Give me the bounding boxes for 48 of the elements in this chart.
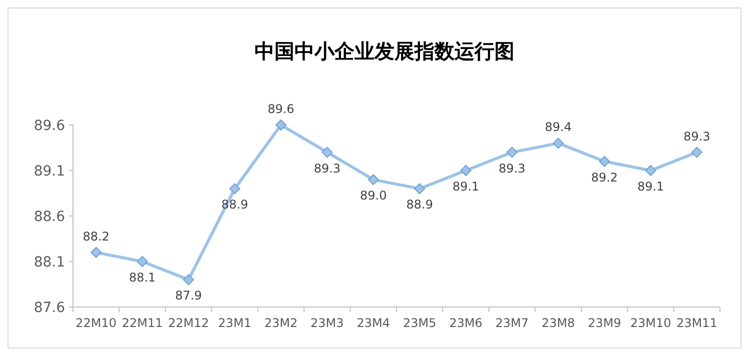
data-label: 89.1 bbox=[637, 180, 664, 194]
point bbox=[183, 274, 194, 286]
y-tick-label: 89.1 bbox=[34, 164, 65, 180]
point bbox=[691, 146, 702, 158]
data-label: 89.3 bbox=[684, 129, 710, 144]
point bbox=[506, 146, 518, 158]
point bbox=[322, 146, 333, 158]
point bbox=[645, 165, 656, 176]
chart-title: 中国中小企业发展指数运行图 bbox=[254, 39, 514, 63]
data-label: 88.1 bbox=[128, 270, 156, 284]
point bbox=[460, 165, 472, 176]
x-tick-label: 23M1 bbox=[218, 316, 252, 330]
point bbox=[90, 246, 102, 258]
data-label: 88.9 bbox=[221, 198, 248, 212]
x-tick-label: 23M2 bbox=[264, 316, 298, 330]
x-tick-label: 23M10 bbox=[630, 316, 672, 330]
data-label: 88.9 bbox=[406, 198, 433, 212]
point bbox=[368, 174, 379, 186]
data-label: 89.0 bbox=[360, 188, 387, 203]
x-tick-label: 23M9 bbox=[588, 316, 622, 330]
x-tick-label: 22M10 bbox=[76, 316, 117, 330]
data-label: 89.3 bbox=[498, 161, 526, 176]
y-tick-label: 89.6 bbox=[34, 118, 66, 134]
data-label: 88.2 bbox=[82, 229, 110, 244]
x-tick-label: 22M12 bbox=[168, 316, 209, 330]
x-tick-label: 22M11 bbox=[122, 316, 163, 330]
data-label: 89.1 bbox=[452, 180, 480, 194]
x-tick-label: 23M6 bbox=[449, 316, 482, 330]
y-tick-label: 87.6 bbox=[34, 300, 66, 316]
data-label: 89.4 bbox=[544, 120, 572, 134]
x-tick-label: 23M11 bbox=[676, 316, 718, 330]
x-tick-label: 23M4 bbox=[356, 316, 390, 330]
point bbox=[136, 256, 148, 267]
data-label: 87.9 bbox=[175, 288, 202, 303]
point bbox=[598, 156, 610, 167]
point bbox=[229, 183, 240, 194]
point bbox=[275, 120, 286, 130]
y-tick-label: 88.1 bbox=[34, 254, 65, 270]
point bbox=[414, 183, 426, 194]
y-tick-label: 88.6 bbox=[34, 209, 66, 225]
x-tick-label: 23M8 bbox=[542, 316, 575, 330]
data-label: 89.2 bbox=[591, 170, 618, 184]
data-label: 89.6 bbox=[268, 102, 294, 116]
data-label: 89.3 bbox=[314, 161, 341, 176]
x-tick-label: 23M3 bbox=[310, 316, 344, 330]
point bbox=[552, 138, 564, 149]
x-tick-label: 23M5 bbox=[402, 316, 436, 330]
x-tick-label: 23M7 bbox=[495, 316, 529, 330]
